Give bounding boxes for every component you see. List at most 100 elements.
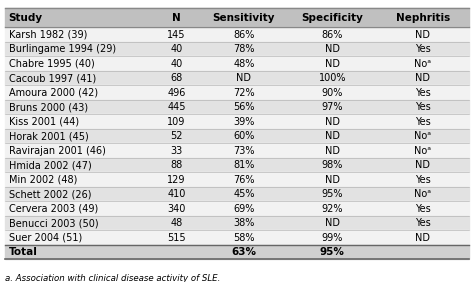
- Text: 38%: 38%: [233, 218, 255, 228]
- Text: Benucci 2003 (50): Benucci 2003 (50): [9, 218, 98, 228]
- Text: Suer 2004 (51): Suer 2004 (51): [9, 233, 82, 243]
- Text: N: N: [172, 13, 181, 23]
- Bar: [5, 158, 469, 172]
- Text: 58%: 58%: [233, 233, 255, 243]
- Text: 76%: 76%: [233, 175, 255, 185]
- Text: Horak 2001 (45): Horak 2001 (45): [9, 131, 88, 141]
- Text: 97%: 97%: [321, 102, 343, 112]
- Bar: [5, 8, 469, 27]
- Text: 88: 88: [171, 160, 183, 170]
- Text: 109: 109: [167, 116, 186, 127]
- Bar: [5, 172, 469, 187]
- Text: Total: Total: [9, 247, 37, 257]
- Text: Yes: Yes: [415, 175, 431, 185]
- Text: 33: 33: [171, 146, 183, 156]
- Text: 40: 40: [171, 44, 183, 54]
- Text: 95%: 95%: [321, 189, 343, 199]
- Text: Nephritis: Nephritis: [396, 13, 450, 23]
- Text: 52: 52: [170, 131, 183, 141]
- Text: ND: ND: [325, 218, 340, 228]
- Text: 60%: 60%: [233, 131, 255, 141]
- Text: 98%: 98%: [321, 160, 343, 170]
- Bar: [5, 143, 469, 158]
- Text: 86%: 86%: [321, 30, 343, 40]
- Bar: [5, 129, 469, 143]
- Bar: [5, 85, 469, 100]
- Text: 39%: 39%: [233, 116, 255, 127]
- Text: Study: Study: [9, 13, 43, 23]
- Text: 48%: 48%: [233, 59, 255, 69]
- Text: Yes: Yes: [415, 88, 431, 98]
- Text: 496: 496: [167, 88, 186, 98]
- Text: 100%: 100%: [319, 73, 346, 83]
- Bar: [5, 114, 469, 129]
- Text: 92%: 92%: [321, 204, 343, 213]
- Text: 90%: 90%: [321, 88, 343, 98]
- Text: Cacoub 1997 (41): Cacoub 1997 (41): [9, 73, 96, 83]
- Text: Burlingame 1994 (29): Burlingame 1994 (29): [9, 44, 116, 54]
- Text: Yes: Yes: [415, 116, 431, 127]
- Bar: [5, 245, 469, 259]
- Text: ND: ND: [325, 59, 340, 69]
- Text: 145: 145: [167, 30, 186, 40]
- Bar: [5, 42, 469, 56]
- Text: Noᵃ: Noᵃ: [414, 131, 431, 141]
- Text: Chabre 1995 (40): Chabre 1995 (40): [9, 59, 94, 69]
- Text: 73%: 73%: [233, 146, 255, 156]
- Bar: [5, 216, 469, 230]
- Bar: [5, 27, 469, 42]
- Text: 48: 48: [171, 218, 183, 228]
- Text: ND: ND: [415, 73, 430, 83]
- Text: Min 2002 (48): Min 2002 (48): [9, 175, 77, 185]
- Text: ND: ND: [415, 30, 430, 40]
- Text: Yes: Yes: [415, 102, 431, 112]
- Text: ND: ND: [325, 146, 340, 156]
- Text: Noᵃ: Noᵃ: [414, 59, 431, 69]
- Text: 340: 340: [167, 204, 186, 213]
- Bar: [5, 230, 469, 245]
- Text: 45%: 45%: [233, 189, 255, 199]
- Text: 40: 40: [171, 59, 183, 69]
- Text: 95%: 95%: [320, 247, 345, 257]
- Text: ND: ND: [325, 44, 340, 54]
- Text: 99%: 99%: [321, 233, 343, 243]
- Text: 72%: 72%: [233, 88, 255, 98]
- Text: 56%: 56%: [233, 102, 255, 112]
- Text: Yes: Yes: [415, 218, 431, 228]
- Bar: [5, 71, 469, 85]
- Text: Amoura 2000 (42): Amoura 2000 (42): [9, 88, 98, 98]
- Text: Noᵃ: Noᵃ: [414, 189, 431, 199]
- Text: Hmida 2002 (47): Hmida 2002 (47): [9, 160, 91, 170]
- Bar: [5, 56, 469, 71]
- Text: 69%: 69%: [233, 204, 255, 213]
- Text: Bruns 2000 (43): Bruns 2000 (43): [9, 102, 88, 112]
- Text: 515: 515: [167, 233, 186, 243]
- Text: 63%: 63%: [231, 247, 256, 257]
- Text: ND: ND: [415, 233, 430, 243]
- Text: Kiss 2001 (44): Kiss 2001 (44): [9, 116, 79, 127]
- Text: ND: ND: [325, 131, 340, 141]
- Bar: [5, 100, 469, 114]
- Text: a. Association with clinical disease activity of SLE.: a. Association with clinical disease act…: [5, 274, 220, 282]
- Text: Specificity: Specificity: [301, 13, 363, 23]
- Text: Ravirajan 2001 (46): Ravirajan 2001 (46): [9, 146, 105, 156]
- Text: Cervera 2003 (49): Cervera 2003 (49): [9, 204, 98, 213]
- Bar: [5, 187, 469, 201]
- Text: 445: 445: [167, 102, 186, 112]
- Text: ND: ND: [415, 160, 430, 170]
- Text: Sensitivity: Sensitivity: [213, 13, 275, 23]
- Text: Noᵃ: Noᵃ: [414, 146, 431, 156]
- Text: ND: ND: [237, 73, 252, 83]
- Text: 86%: 86%: [233, 30, 255, 40]
- Text: ND: ND: [325, 116, 340, 127]
- Text: 129: 129: [167, 175, 186, 185]
- Text: 68: 68: [171, 73, 183, 83]
- Text: Yes: Yes: [415, 44, 431, 54]
- Bar: [5, 201, 469, 216]
- Text: 78%: 78%: [233, 44, 255, 54]
- Text: 410: 410: [167, 189, 186, 199]
- Text: Yes: Yes: [415, 204, 431, 213]
- Text: ND: ND: [325, 175, 340, 185]
- Text: Karsh 1982 (39): Karsh 1982 (39): [9, 30, 87, 40]
- Text: 81%: 81%: [233, 160, 255, 170]
